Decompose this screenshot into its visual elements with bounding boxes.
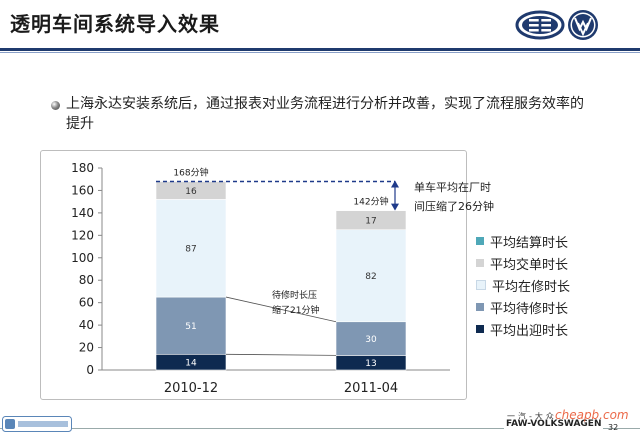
faw-logo-icon — [515, 10, 565, 40]
x-tick-label: 2011-04 — [344, 381, 398, 396]
y-tick-label: 160 — [71, 183, 94, 197]
overall-reduction-note: 单车平均在厂时 — [414, 180, 491, 194]
overall-reduction-note: 间压缩了26分钟 — [414, 199, 494, 213]
y-tick-label: 180 — [71, 161, 94, 175]
bar-value-label: 13 — [365, 359, 376, 369]
header-rule-thin — [0, 52, 640, 53]
bar-segment — [155, 199, 227, 298]
legend-item: 平均结算时长 — [476, 232, 569, 251]
bar-segment — [335, 321, 407, 356]
bar-value-label: 87 — [185, 245, 196, 255]
bar-value-label: 51 — [185, 322, 196, 332]
legend-label: 平均出迎时长 — [490, 323, 569, 339]
legend-label: 平均在修时长 — [492, 279, 571, 295]
legend-label: 平均待修时长 — [490, 301, 569, 317]
y-tick-label: 60 — [79, 296, 94, 310]
total-label: 168分钟 — [173, 166, 208, 178]
bullet-icon — [51, 101, 60, 110]
y-tick-label: 40 — [79, 318, 94, 332]
bar-value-label: 30 — [365, 335, 377, 345]
waiting-connector-line — [225, 296, 337, 323]
x-tick-label: 2010-12 — [164, 381, 218, 396]
legend-item: 平均待修时长 — [476, 298, 569, 317]
legend-swatch — [476, 280, 486, 290]
legend-label: 平均交单时长 — [490, 257, 569, 273]
waiting-connector-line — [225, 353, 337, 356]
y-tick-label: 20 — [79, 341, 94, 355]
bar-segment — [335, 229, 407, 323]
y-tick-label: 140 — [71, 206, 94, 220]
bar-value-label: 14 — [185, 359, 197, 369]
legend-item: 平均交单时长 — [476, 254, 569, 273]
legend-swatch — [476, 237, 484, 245]
legend-swatch — [476, 303, 484, 311]
vw-logo-icon — [568, 10, 598, 40]
arrow-tail-icon — [391, 180, 399, 188]
bar-segment — [155, 296, 227, 355]
legend-item: 平均出迎时长 — [476, 320, 569, 339]
slide-title: 透明车间系统导入效果 — [10, 12, 220, 36]
arrow-head-icon — [391, 203, 399, 211]
total-label: 142分钟 — [353, 196, 388, 208]
watermark: cheapb.com — [555, 408, 629, 422]
waiting-reduction-note: 缩了21分钟 — [272, 304, 319, 316]
legend-swatch — [476, 325, 484, 333]
footer-brand: FAW-VOLKSWAGEN — [504, 419, 604, 429]
dealer-logo-icon — [2, 416, 72, 432]
y-tick-label: 100 — [71, 251, 94, 265]
page-number: 32 — [608, 423, 619, 432]
bar-segment — [335, 210, 407, 231]
legend-swatch — [476, 259, 484, 267]
legend-label: 平均结算时长 — [490, 235, 569, 251]
footer-rule — [0, 428, 640, 429]
y-tick-label: 80 — [79, 273, 94, 287]
waiting-reduction-note: 待修时长压 — [272, 289, 317, 301]
footer-company-cn: 一汽-大众 — [507, 412, 557, 421]
y-tick-label: 120 — [71, 228, 94, 242]
bullet-text: 上海永达安装系统后，通过报表对业务流程进行分析并改善，实现了流程服务效率的提升 — [66, 96, 584, 132]
header-rule — [0, 48, 640, 51]
y-tick-label: 0 — [86, 363, 94, 377]
bar-value-label: 17 — [365, 217, 376, 227]
bar-value-label: 16 — [185, 187, 197, 197]
bar-value-label: 82 — [365, 272, 376, 282]
legend-item: 平均在修时长 — [476, 276, 571, 295]
